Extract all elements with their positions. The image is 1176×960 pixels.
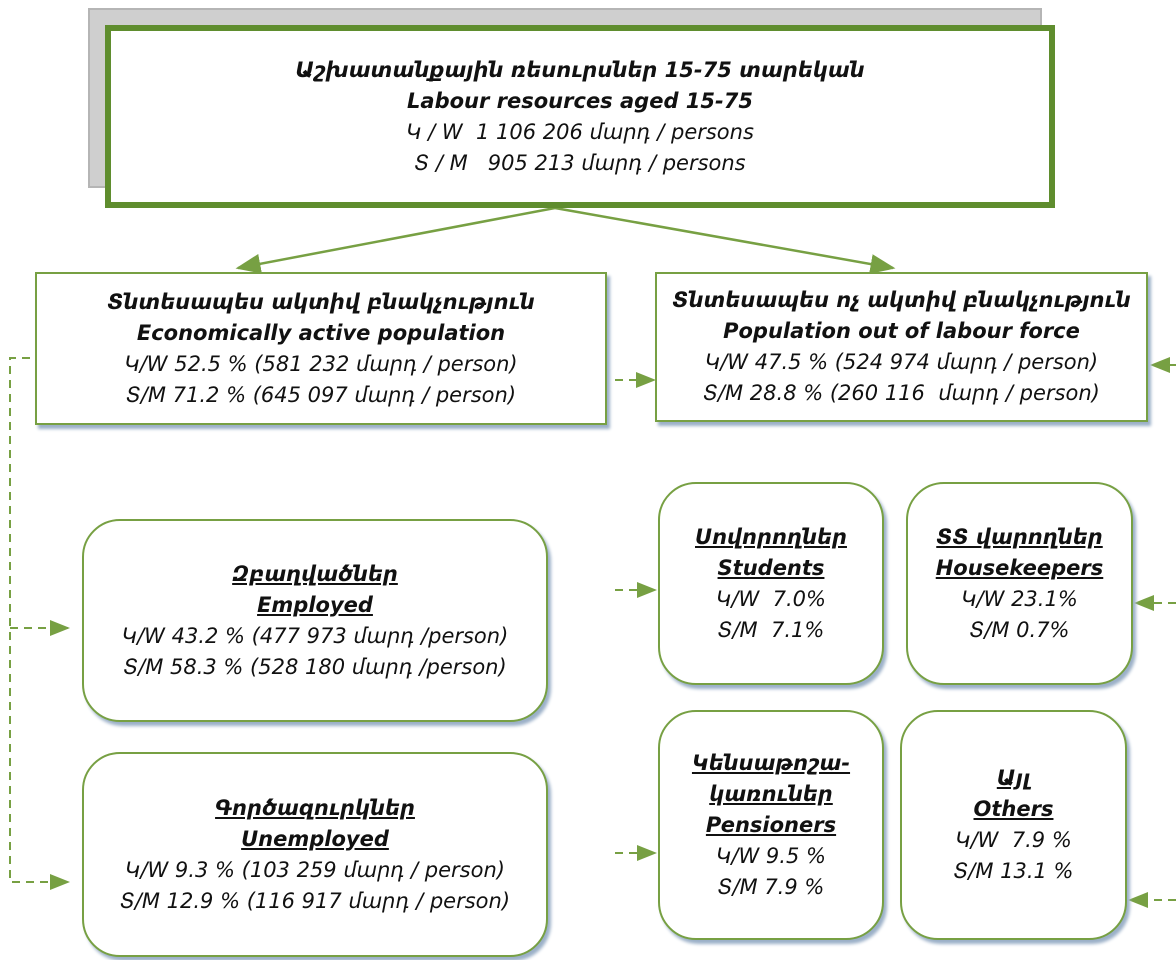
node-heading: Գործազուրկներ — [215, 795, 415, 820]
node-stat: Տ/M 12.9 % (116 917 մարդ / person) — [119, 888, 511, 913]
node-stat: Կ/W 9.3 % (103 259 մարդ / person) — [125, 857, 505, 882]
arrow — [554, 206, 896, 274]
node-stat: Կ/W 43.2 % (477 973 մարդ /person) — [121, 623, 509, 648]
node-heading: Տնտեսապես ակտիվ բնակչություն — [107, 289, 535, 314]
node-heading: Economically active population — [136, 320, 506, 345]
node-heading: Students — [717, 555, 825, 580]
node-stat: Տ/M 0.7% — [969, 617, 1070, 642]
node-heading: Unemployed — [241, 826, 389, 851]
inactive-box: Տնտեսապես ոչ ակտիվ բնակչություն Populatio… — [655, 272, 1148, 422]
node-stat: Կ/W 7.9 % — [955, 828, 1072, 852]
node-heading: ՏՏ վարողներ — [936, 524, 1103, 549]
node-heading: Labour resources aged 15-75 — [407, 88, 753, 113]
node-stat: Կ / W 1 106 206 մարդ / persons — [406, 119, 754, 144]
node-heading: կառուներ — [709, 781, 833, 806]
node-heading: Housekeepers — [935, 555, 1104, 580]
node-stat: Տ/M 28.8 % (260 116 մարդ / person) — [703, 381, 1100, 405]
others-box: Այլ Others Կ/W 7.9 % Տ/M 13.1 % — [900, 710, 1127, 940]
node-heading: Տնտեսապես ոչ ակտիվ բնակչություն — [672, 288, 1131, 312]
node-heading: Զբաղվածներ — [232, 561, 398, 586]
housekeepers-box: ՏՏ վարողներ Housekeepers Կ/W 23.1% Տ/M 0.7% — [906, 482, 1133, 685]
pensioners-box: Կենսաթոշա-կառուներ Pensioners Կ/W 9.5 % Տ/M… — [658, 710, 884, 940]
node-stat: Կ/W 23.1% — [961, 586, 1078, 611]
node-stat: Կ/W 52.5 % (581 232 մարդ / person) — [124, 351, 518, 376]
arrow — [235, 206, 556, 274]
node-stat: Կ/W 9.5 % — [716, 843, 826, 868]
node-stat: Տ/M 71.2 % (645 097 մարդ / person) — [125, 382, 517, 407]
unemployed-box: Գործազուրկներ Unemployed Կ/W 9.3 % (103 25… — [82, 752, 548, 957]
node-heading: Others — [973, 797, 1054, 821]
node-stat: Կ/W 47.5 % (524 974 մարդ / person) — [704, 350, 1099, 374]
node-heading: Pensioners — [705, 812, 837, 837]
node-heading: Աշխատանքային ռեսուրսներ 15-75 տարեկան — [295, 57, 865, 82]
node-heading: Այլ — [996, 766, 1031, 790]
node-stat: Տ/M 13.1 % — [953, 859, 1074, 883]
node-heading: Employed — [257, 592, 373, 617]
students-box: Սովորողներ Students Կ/W 7.0% Տ/M 7.1% — [658, 482, 884, 685]
root-box: Աշխատանքային ռեսուրսներ 15-75 տարեկան Lab… — [105, 25, 1055, 208]
employed-box: Զբաղվածներ Employed Կ/W 43.2 % (477 973 մա… — [82, 519, 548, 722]
node-stat: Տ/M 7.1% — [717, 617, 825, 642]
node-stat: Տ/M 58.3 % (528 180 մարդ /person) — [123, 654, 507, 679]
node-stat: Տ/M 7.9 % — [717, 874, 825, 899]
node-heading: Population out of labour force — [723, 319, 1080, 343]
node-heading: Սովորողներ — [695, 524, 847, 549]
node-stat: Տ / M 905 213 մարդ / persons — [414, 150, 746, 175]
node-stat: Կ/W 7.0% — [716, 586, 826, 611]
node-heading: Կենսաթոշա- — [691, 750, 851, 775]
active-box: Տնտեսապես ակտիվ բնակչություն Economically… — [35, 272, 607, 425]
dashed-arrow — [9, 357, 70, 890]
